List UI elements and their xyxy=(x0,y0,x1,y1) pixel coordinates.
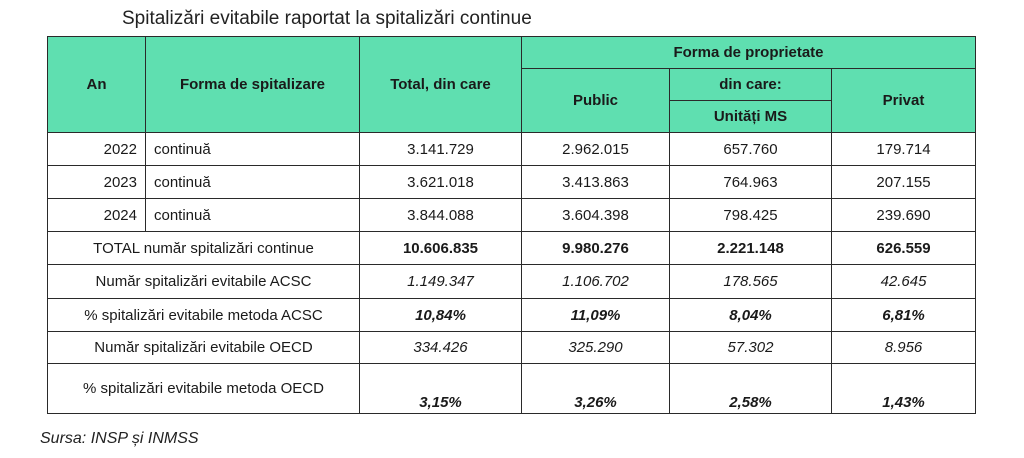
unitati-ms-cell: 2.221.148 xyxy=(669,231,832,265)
row-label: TOTAL număr spitalizări continue xyxy=(47,231,360,265)
public-cell: 3,26% xyxy=(521,363,670,414)
public-cell: 2.962.015 xyxy=(521,132,670,166)
page-title: Spitalizări evitabile raportat la spital… xyxy=(122,8,532,30)
header-privat: Privat xyxy=(830,68,977,133)
header-unitati-ms: Unități MS xyxy=(669,100,832,133)
row-label: % spitalizări evitabile metoda OECD xyxy=(47,363,360,414)
year-cell: 2023 xyxy=(47,165,146,199)
oecd-percent-row: % spitalizări evitabile metoda OECD 3,15… xyxy=(47,363,977,414)
oecd-count-row: Număr spitalizări evitabile OECD 334.426… xyxy=(47,331,977,364)
privat-cell: 1,43% xyxy=(830,363,977,414)
row-label: Număr spitalizări evitabile OECD xyxy=(47,331,360,364)
unitati-ms-cell: 657.760 xyxy=(669,132,832,166)
unitati-ms-cell: 764.963 xyxy=(669,165,832,199)
privat-cell: 6,81% xyxy=(830,298,977,332)
privat-cell: 42.645 xyxy=(830,264,977,299)
privat-cell: 207.155 xyxy=(830,165,977,199)
total-cell: 10,84% xyxy=(359,298,522,332)
total-cell: 10.606.835 xyxy=(359,231,522,265)
statistics-table: An Forma de spitalizare Total, din care … xyxy=(47,36,977,414)
form-cell: continuă xyxy=(145,132,360,166)
public-cell: 9.980.276 xyxy=(521,231,670,265)
total-cell: 3,15% xyxy=(359,363,522,414)
total-cell: 3.844.088 xyxy=(359,198,522,232)
acsc-percent-row: % spitalizări evitabile metoda ACSC 10,8… xyxy=(47,298,977,332)
acsc-count-row: Număr spitalizări evitabile ACSC 1.149.3… xyxy=(47,264,977,299)
privat-cell: 239.690 xyxy=(830,198,977,232)
total-row: TOTAL număr spitalizări continue 10.606.… xyxy=(47,231,977,265)
year-cell: 2024 xyxy=(47,198,146,232)
unitati-ms-cell: 57.302 xyxy=(669,331,832,364)
header-forma-spitalizare: Forma de spitalizare xyxy=(145,36,360,133)
source-note: Sursa: INSP și INMSS xyxy=(40,430,199,447)
privat-cell: 8.956 xyxy=(830,331,977,364)
total-cell: 334.426 xyxy=(359,331,522,364)
total-cell: 3.141.729 xyxy=(359,132,522,166)
public-cell: 3.604.398 xyxy=(521,198,670,232)
page-title-text: Spitalizări evitabile raportat la spital… xyxy=(122,8,532,29)
header-din-care: din care: xyxy=(669,68,832,101)
header-public: Public xyxy=(521,68,670,133)
unitati-ms-cell: 178.565 xyxy=(669,264,832,299)
form-cell: continuă xyxy=(145,165,360,199)
public-cell: 1.106.702 xyxy=(521,264,670,299)
public-cell: 3.413.863 xyxy=(521,165,670,199)
header-total: Total, din care xyxy=(359,36,522,133)
row-label: Număr spitalizări evitabile ACSC xyxy=(47,264,360,299)
total-cell: 1.149.347 xyxy=(359,264,522,299)
row-label: % spitalizări evitabile metoda ACSC xyxy=(47,298,360,332)
table-row: 2024 continuă 3.844.088 3.604.398 798.42… xyxy=(47,198,977,232)
public-cell: 325.290 xyxy=(521,331,670,364)
total-cell: 3.621.018 xyxy=(359,165,522,199)
public-cell: 11,09% xyxy=(521,298,670,332)
unitati-ms-cell: 798.425 xyxy=(669,198,832,232)
table-row: 2023 continuă 3.621.018 3.413.863 764.96… xyxy=(47,165,977,199)
year-cell: 2022 xyxy=(47,132,146,166)
unitati-ms-cell: 8,04% xyxy=(669,298,832,332)
header-forma-proprietate: Forma de proprietate xyxy=(520,36,977,69)
header-an: An xyxy=(47,36,146,133)
form-cell: continuă xyxy=(145,198,360,232)
privat-cell: 626.559 xyxy=(830,231,977,265)
privat-cell: 179.714 xyxy=(830,132,977,166)
table-row: 2022 continuă 3.141.729 2.962.015 657.76… xyxy=(47,132,977,166)
unitati-ms-cell: 2,58% xyxy=(669,363,832,414)
